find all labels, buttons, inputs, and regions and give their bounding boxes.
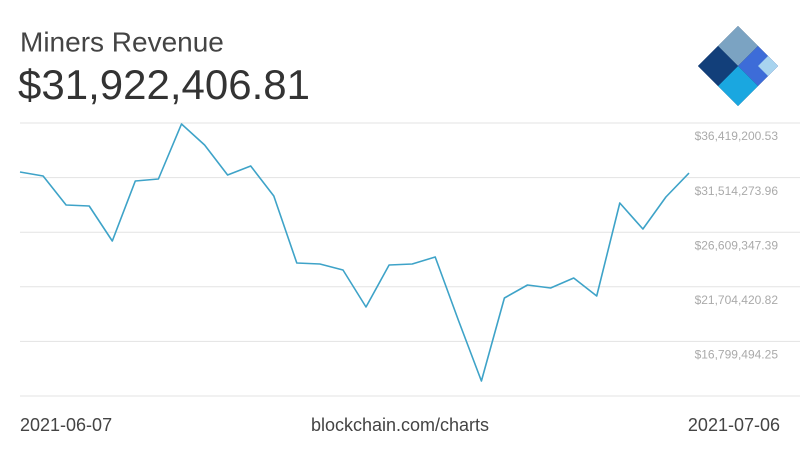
logo <box>698 26 778 106</box>
logo-shape <box>758 56 778 76</box>
y-tick-label: $16,799,494.25 <box>695 348 779 362</box>
x-tick-label: 2021-07-06 <box>688 415 780 435</box>
source: blockchain.com/charts <box>311 415 489 435</box>
y-tick-label: $36,419,200.53 <box>695 129 779 143</box>
y-tick-label: $21,704,420.82 <box>695 293 779 307</box>
headline-value: $31,922,406.81 <box>18 61 310 108</box>
data-line <box>19 123 690 382</box>
x-tick-label: 2021-06-07 <box>20 415 112 435</box>
logo-shape <box>698 46 738 86</box>
y-tick-label: $26,609,347.39 <box>695 238 779 252</box>
y-tick-label: $31,514,273.96 <box>695 184 779 198</box>
chart-title: Miners Revenue <box>20 26 224 57</box>
